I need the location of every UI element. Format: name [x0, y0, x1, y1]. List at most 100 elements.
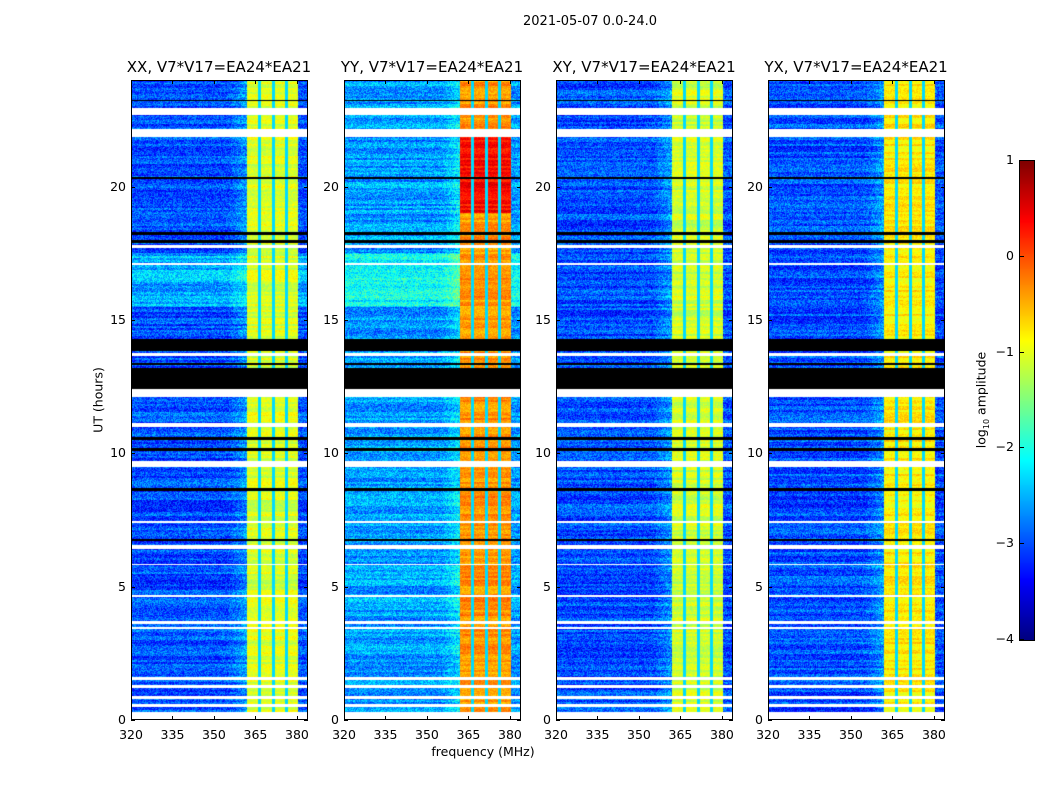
spectrogram-heatmap [344, 80, 521, 720]
y-tick-mark [941, 186, 945, 188]
x-tick-mark [892, 716, 894, 720]
x-tick-mark [850, 80, 852, 84]
y-tick-mark [131, 320, 135, 321]
x-tick-mark [809, 716, 811, 720]
x-tick-label: 320 [332, 727, 356, 742]
y-tick-mark [729, 320, 733, 321]
x-tick-mark [426, 716, 428, 720]
y-tick-label: 10 [747, 445, 763, 461]
spectrogram-heatmap [556, 80, 733, 720]
y-tick-label: 20 [323, 178, 339, 194]
x-tick-label: 350 [202, 727, 226, 742]
x-tick-mark [850, 716, 852, 720]
y-tick-mark [729, 720, 733, 721]
y-tick-label: 10 [535, 445, 551, 461]
y-tick-label: 5 [331, 578, 339, 594]
x-tick-mark [131, 80, 132, 84]
colorbar-tick-label: −2 [995, 439, 1014, 455]
y-tick-mark [729, 186, 733, 188]
y-tick-mark [768, 320, 772, 321]
x-tick-mark [597, 80, 599, 84]
y-tick-label: 20 [110, 178, 126, 194]
y-tick-mark [344, 320, 348, 321]
y-tick-label: 10 [323, 445, 339, 461]
x-tick-mark [768, 716, 769, 720]
y-tick-label: 0 [331, 712, 339, 727]
spectrogram-heatmap [768, 80, 945, 720]
y-axis-label: UT (hours) [90, 367, 106, 433]
x-tick-label: 365 [456, 727, 481, 742]
y-tick-mark [517, 453, 521, 455]
x-tick-label: 380 [498, 727, 522, 742]
x-tick-mark [213, 716, 215, 720]
colorbar-tick-label: −1 [995, 343, 1014, 359]
y-tick-label: 20 [747, 178, 763, 194]
y-tick-mark [768, 586, 772, 588]
x-tick-mark [680, 716, 682, 720]
y-tick-mark [556, 453, 560, 455]
colorbar-tick-mark [1020, 639, 1024, 640]
y-tick-label: 0 [543, 712, 551, 727]
y-tick-mark [344, 453, 348, 455]
axes-frame [344, 80, 521, 720]
y-tick-label: 20 [535, 178, 551, 194]
y-tick-mark [941, 453, 945, 455]
x-tick-mark [768, 80, 769, 84]
panel-title: YX, V7*V17=EA24*EA21 [764, 58, 948, 76]
y-tick-mark [344, 720, 348, 721]
y-tick-mark [517, 186, 521, 188]
x-tick-label: 365 [243, 727, 268, 742]
colorbar-tick-label: 0 [1006, 247, 1014, 263]
y-tick-mark [556, 186, 560, 188]
x-tick-label: 365 [880, 727, 905, 742]
colorbar [1019, 160, 1035, 641]
y-tick-mark [131, 186, 135, 188]
spectrogram-panel-3: YX, V7*V17=EA24*EA21 320 335 350 365 380 0 5 10 1… [747, 58, 948, 742]
axes-frame [556, 80, 733, 720]
y-tick-mark [941, 586, 945, 588]
x-tick-label: 380 [922, 727, 946, 742]
y-tick-mark [304, 320, 308, 321]
panel-title: XX, V7*V17=EA24*EA21 [126, 58, 312, 76]
x-tick-label: 380 [710, 727, 734, 742]
colorbar-tick-mark [1020, 447, 1024, 449]
x-tick-mark [344, 716, 345, 720]
colorbar-tick-mark [1020, 351, 1024, 353]
y-tick-mark [304, 186, 308, 188]
colorbar-label-sub: 10 [981, 418, 991, 430]
axes-frame [768, 80, 945, 720]
x-tick-mark [385, 80, 387, 84]
y-tick-mark [768, 720, 772, 721]
x-tick-mark [638, 80, 640, 84]
y-tick-mark [556, 320, 560, 321]
x-tick-mark [131, 716, 132, 720]
y-tick-mark [556, 586, 560, 588]
x-tick-mark [721, 716, 723, 720]
y-tick-mark [304, 586, 308, 588]
x-tick-mark [597, 716, 599, 720]
x-tick-label: 380 [285, 727, 309, 742]
y-tick-mark [941, 320, 945, 321]
x-tick-mark [468, 716, 470, 720]
y-tick-label: 15 [535, 312, 551, 327]
colorbar-label: log10 amplitude [973, 352, 991, 448]
x-axis-label: frequency (MHz) [431, 744, 535, 759]
y-tick-mark [304, 453, 308, 455]
x-tick-mark [638, 716, 640, 720]
y-tick-mark [517, 586, 521, 588]
y-tick-mark [729, 453, 733, 455]
y-tick-mark [517, 320, 521, 321]
y-tick-mark [344, 586, 348, 588]
x-tick-mark [933, 716, 935, 720]
x-tick-label: 335 [160, 727, 185, 742]
colorbar-tick-mark [1020, 543, 1024, 545]
y-tick-mark [729, 586, 733, 588]
y-tick-label: 15 [323, 312, 339, 327]
colorbar-label-suffix: amplitude [973, 351, 989, 419]
figure-title: 2021-05-07 0.0-24.0 [523, 14, 657, 29]
x-tick-mark [468, 80, 470, 84]
y-tick-mark [768, 453, 772, 455]
x-tick-mark [172, 716, 174, 720]
x-tick-label: 335 [585, 727, 610, 742]
x-tick-label: 335 [373, 727, 398, 742]
